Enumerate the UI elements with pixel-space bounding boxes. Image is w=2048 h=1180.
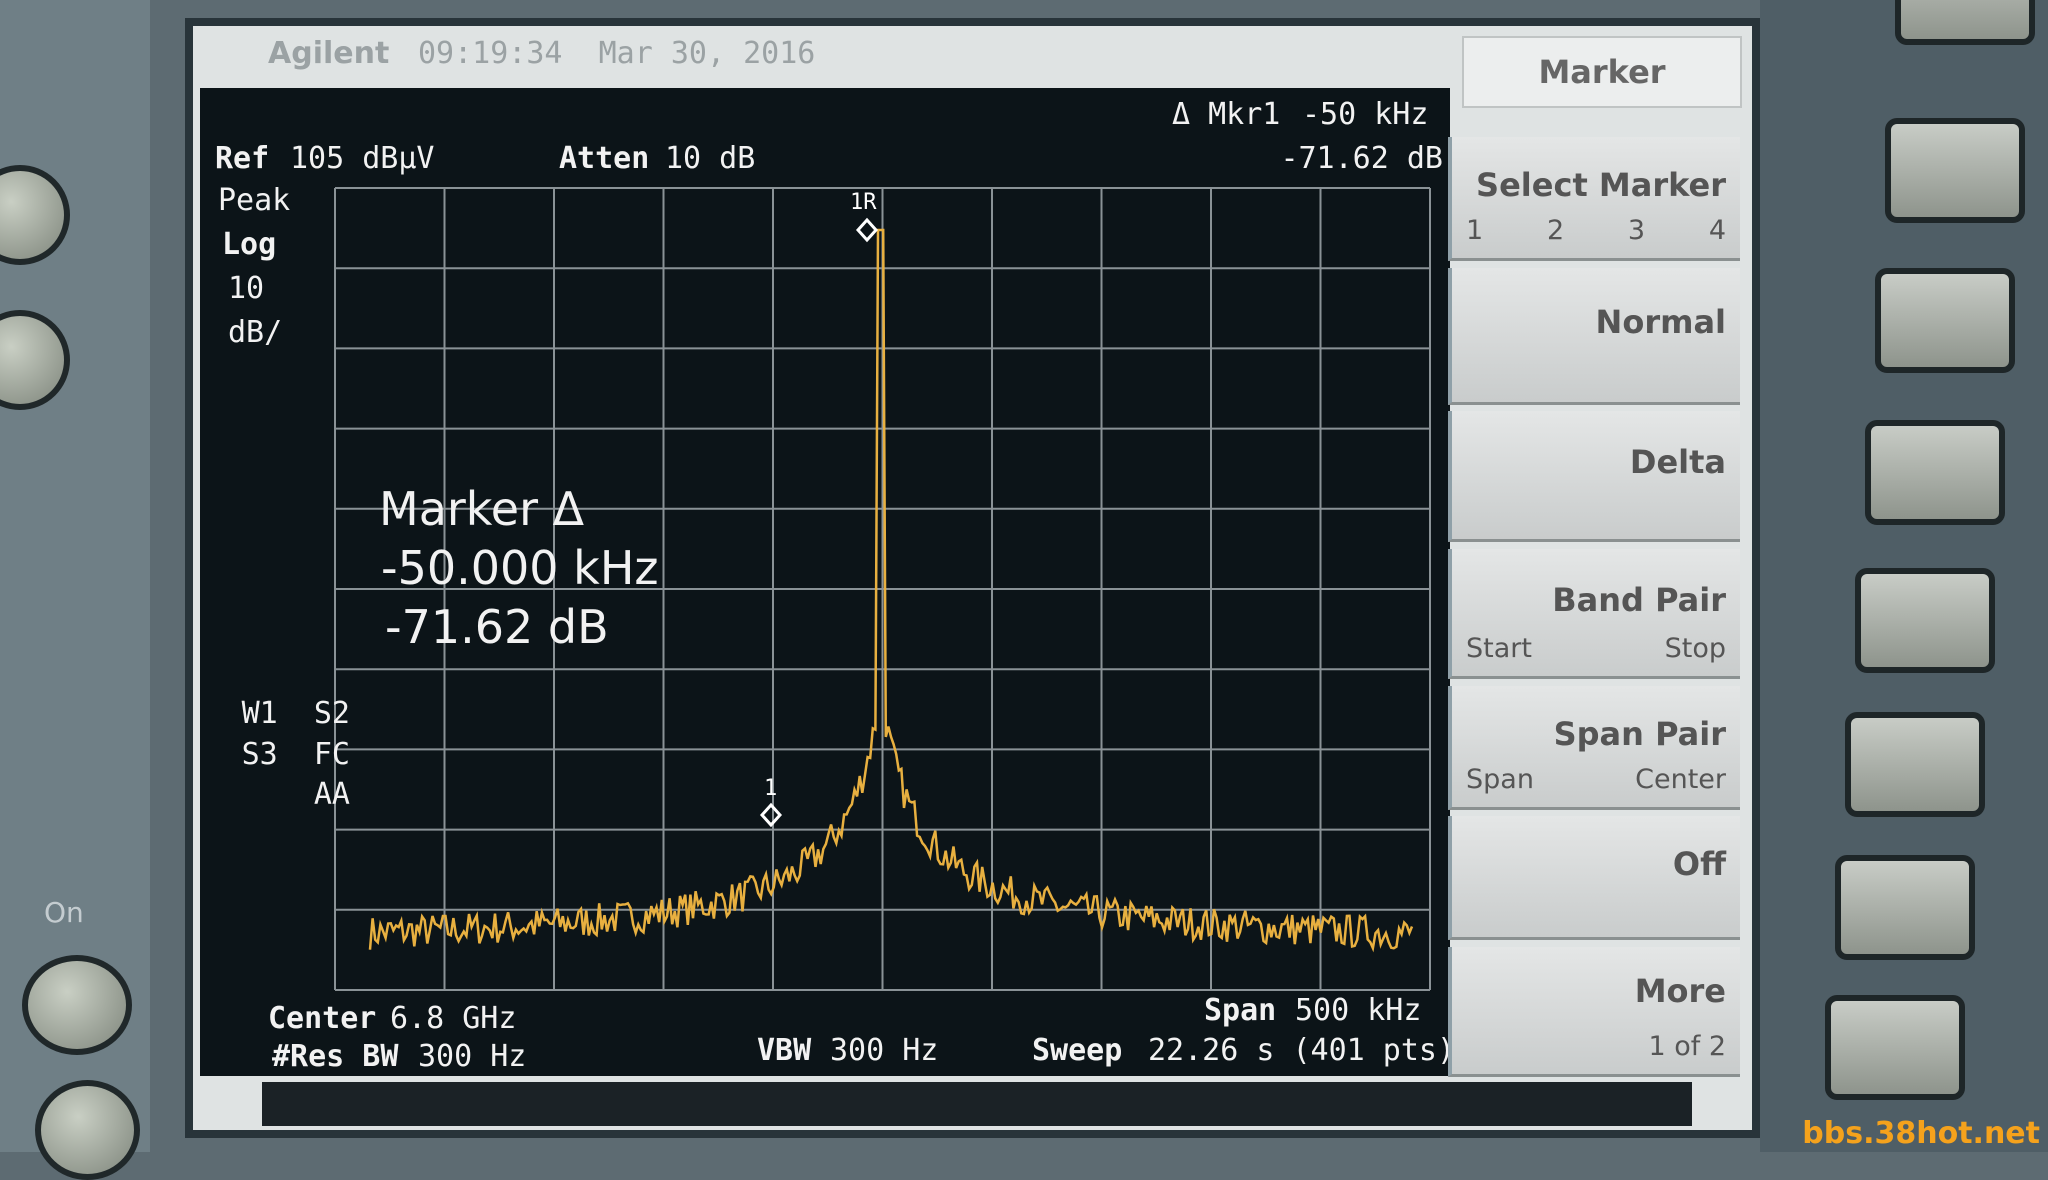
sweep-value: 22.26 s (401 pts) (1148, 1033, 1456, 1068)
reference-marker (855, 217, 879, 243)
softkey-options: 1 of 2 (1466, 1031, 1726, 1062)
timestamp: 09:19:34 Mar 30, 2016 (418, 36, 816, 71)
flag: AA (313, 777, 350, 812)
softkey[interactable]: Select Marker 1 2 3 4 (1448, 137, 1740, 261)
sweep-label: Sweep (1032, 1033, 1123, 1068)
vbw-value: 300 Hz (830, 1033, 939, 1068)
softkey-option: 2 (1546, 215, 1565, 246)
hard-key[interactable] (1855, 568, 1995, 673)
marker-label: 1 (764, 776, 778, 801)
marker-annotation-amplitude: -71.62 dB (385, 600, 609, 654)
softkey-label: Normal (1595, 302, 1726, 341)
softkey[interactable]: More 1 of 2 (1448, 947, 1740, 1077)
on-label: On (44, 896, 84, 929)
delta-marker (759, 802, 783, 828)
softkey-option: Start (1466, 633, 1532, 664)
display (200, 88, 1450, 1076)
rbw-label: #Res BW (272, 1039, 399, 1074)
softkey-option: Span (1466, 764, 1534, 795)
softkey-label: More (1634, 972, 1726, 1011)
brand: Agilent (268, 36, 390, 71)
power-on-button[interactable] (22, 955, 132, 1055)
softkey-title: Marker (1462, 36, 1742, 108)
scale-value: 10 (228, 271, 265, 306)
softkey-options: 1 2 3 4 (1466, 215, 1726, 246)
scale-unit: dB/ (228, 315, 283, 350)
marker-readout-amplitude: -71.62 dB (1280, 141, 1443, 176)
trace (368, 228, 1414, 953)
center-value: 6.8 GHz (390, 1001, 517, 1036)
hard-key[interactable] (1875, 268, 2015, 373)
span-label: Span (1204, 993, 1277, 1028)
softkey-label: Off (1672, 845, 1726, 884)
center-label: Center (268, 1001, 377, 1036)
hard-key[interactable] (1865, 420, 2005, 525)
hard-key[interactable] (1825, 995, 1965, 1100)
flag: W1 S2 (241, 696, 350, 731)
softkey-option: 4 (1708, 215, 1726, 246)
flag: S3 FC (241, 737, 350, 772)
softkey[interactable]: Normal (1448, 268, 1740, 405)
vbw-label: VBW (757, 1033, 812, 1068)
softkey[interactable]: Band Pair Start Stop (1448, 549, 1740, 679)
marker-annotation-frequency: -50.000 kHz (381, 541, 659, 595)
softkey-option: 3 (1627, 215, 1646, 246)
ref-value: 105 dBµV (290, 141, 435, 176)
hard-key[interactable] (1835, 855, 1975, 960)
softkey-option: Center (1635, 764, 1726, 795)
hard-key[interactable] (1845, 712, 1985, 817)
rbw-value: 300 Hz (418, 1039, 527, 1074)
status-bar (262, 1082, 1692, 1126)
hard-key[interactable] (1885, 118, 2025, 223)
softkey-options: Span Center (1466, 764, 1726, 795)
hard-key[interactable] (1895, 0, 2035, 45)
trace-display (334, 187, 1431, 991)
softkey-option: Stop (1664, 633, 1726, 664)
ref-label: Ref (215, 141, 270, 176)
marker-label: 1R (850, 190, 877, 215)
softkey-label: Band Pair (1552, 580, 1726, 619)
softkey-label: Select Marker (1476, 166, 1726, 205)
softkey-option: 1 (1466, 215, 1484, 246)
marker-readout-label: Δ Mkr1 (1172, 97, 1281, 132)
softkey[interactable]: Off (1448, 816, 1740, 940)
softkey-option: 1 of 2 (1648, 1031, 1726, 1062)
scale-type: Log (222, 227, 277, 262)
softkey[interactable]: Delta (1448, 411, 1740, 542)
softkey[interactable]: Span Pair Span Center (1448, 686, 1740, 810)
atten-value: 10 dB (665, 141, 756, 176)
softkey-options: Start Stop (1466, 633, 1726, 664)
marker-readout-frequency: -50 kHz (1302, 97, 1429, 132)
span-value: 500 kHz (1295, 993, 1422, 1028)
detector: Peak (218, 183, 291, 218)
marker-annotation-title: Marker Δ (379, 482, 585, 536)
softkey-label: Delta (1629, 443, 1726, 482)
atten-label: Atten (559, 141, 650, 176)
watermark: bbs.38hot.net (1802, 1116, 2040, 1151)
softkey-label: Span Pair (1553, 715, 1726, 754)
